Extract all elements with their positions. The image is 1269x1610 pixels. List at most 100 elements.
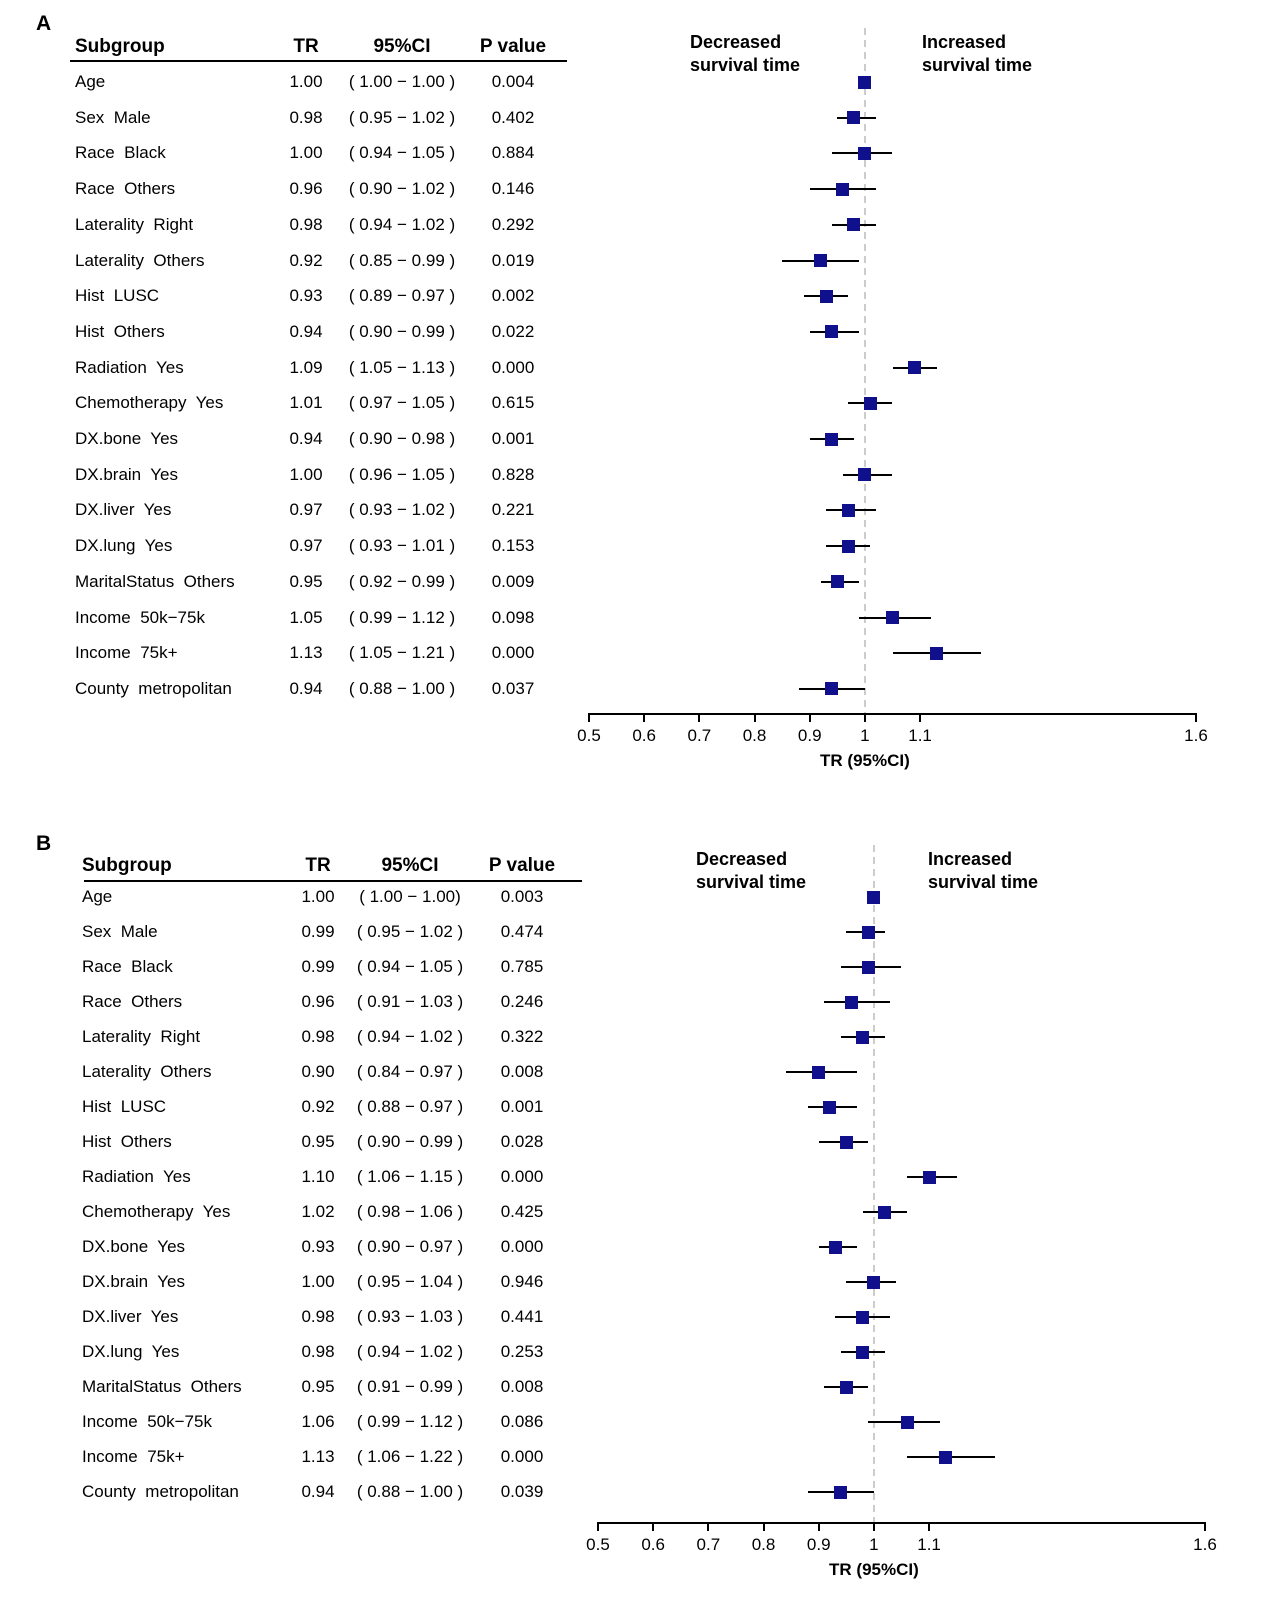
tr-marker [825,325,839,339]
ci-cell: ( 0.93 − 1.02 ) [348,500,456,520]
tr-cell: 0.99 [301,922,335,941]
ci-cell: ( 0.92 − 0.99 ) [348,571,456,591]
tr-cell: 0.97 [289,500,323,520]
tr-cell: 0.90 [301,1062,335,1081]
col-header-pvalue: P value [488,855,556,876]
tr-marker [867,890,881,904]
tr-cell: 1.13 [289,643,323,663]
subgroup-cell: County metropolitan [82,1482,239,1501]
x-axis-tick-label: 0.6 [641,1535,665,1554]
pvalue-cell: 0.322 [500,1027,544,1046]
ci-cell: ( 1.05 − 1.21 ) [348,643,456,663]
ci-cell: ( 0.90 − 0.97 ) [356,1237,464,1256]
subgroup-cell: DX.liver Yes [75,500,172,520]
tr-marker [828,1240,842,1254]
ci-cell: ( 0.85 − 0.99 ) [348,250,456,270]
x-axis-tick-label: 0.6 [632,726,656,745]
pvalue-cell: 0.146 [491,179,535,199]
tr-marker [814,254,828,267]
subgroup-cell: Age [75,72,106,91]
tr-cell: 0.94 [289,429,323,448]
ci-cell: ( 0.89 − 0.97 ) [348,286,456,306]
tr-cell: 1.02 [301,1202,335,1221]
ci-cell: ( 0.99 − 1.12 ) [348,607,456,627]
subgroup-cell: Hist LUSC [82,1097,167,1116]
tr-cell: 0.96 [289,179,323,199]
decreased-survival-line1: Decreased [696,849,788,869]
x-axis-tick-label: 0.9 [806,1535,831,1554]
x-axis-tick-label: 0.5 [586,1535,610,1554]
pvalue-cell: 0.884 [491,143,535,163]
ci-cell: ( 1.05 − 1.13 ) [348,357,456,377]
increased-survival-line1: Increased [922,32,1007,52]
x-axis-tick [652,1524,655,1531]
x-axis-tick [928,1524,931,1531]
pvalue-cell: 0.000 [491,357,535,377]
pvalue-cell: 0.615 [491,393,535,413]
x-axis-tick [698,715,701,722]
pvalue-cell: 0.001 [491,429,535,448]
ci-cell: ( 0.94 − 1.05 ) [348,143,456,163]
tr-marker [825,432,839,446]
subgroup-cell: DX.liver Yes [82,1307,179,1326]
ci-cell: ( 0.90 − 1.02 ) [348,179,456,199]
subgroup-cell: Income 50k−75k [82,1412,212,1431]
x-axis-tick [1195,715,1197,722]
reference-line [863,28,866,713]
pvalue-cell: 0.425 [500,1202,544,1221]
tr-cell: 1.00 [301,887,335,906]
tr-marker [834,1485,848,1499]
tr-cell: 1.10 [301,1167,335,1186]
pvalue-cell: 0.019 [491,250,535,270]
ci-cell: ( 0.94 − 1.02 ) [348,214,456,234]
x-axis-tick [707,1524,710,1531]
ci-cell: ( 0.96 − 1.05 ) [348,464,456,484]
tr-marker [863,396,877,410]
tr-cell: 0.95 [301,1132,335,1151]
tr-marker [930,646,944,660]
tr-cell: 0.98 [301,1307,335,1326]
subgroup-cell: Income 50k−75k [75,607,205,627]
increased-survival-label: Increased survival time [922,31,1032,77]
subgroup-cell: Sex Male [75,107,151,127]
tr-cell: 1.00 [289,143,323,163]
col-header-tr: TR [305,855,331,876]
panel-letter: B [36,832,52,855]
ci-cell: ( 0.90 − 0.99 ) [348,321,456,341]
subgroup-cell: DX.bone Yes [82,1237,186,1256]
tr-marker [861,960,875,974]
x-axis-tick-label: 0.7 [687,726,712,745]
tr-marker [841,503,855,517]
tr-marker [836,182,850,196]
pvalue-cell: 0.474 [500,922,544,941]
tr-cell: 0.92 [289,250,323,270]
ci-cell: ( 0.90 − 0.99 ) [356,1132,464,1151]
pvalue-cell: 0.000 [500,1447,544,1466]
ci-cell: ( 0.97 − 1.05 ) [348,393,456,413]
subgroup-cell: Hist LUSC [75,286,160,306]
pvalue-cell: 0.785 [500,957,544,976]
tr-cell: 1.09 [289,357,323,377]
col-header-pvalue: P value [479,36,547,57]
pvalue-cell: 0.004 [491,72,535,91]
tr-cell: 0.92 [301,1097,335,1116]
subgroup-cell: Age [82,887,113,906]
pvalue-cell: 0.008 [500,1062,544,1081]
pvalue-cell: 0.828 [491,464,535,484]
tr-cell: 1.00 [289,464,323,484]
x-axis-tick [762,1524,765,1531]
tr-marker [858,75,872,89]
ci-cell: ( 0.98 − 1.06 ) [356,1202,464,1221]
x-axis [597,1522,1206,1524]
subgroup-cell: Hist Others [75,321,165,341]
reference-line [872,845,875,1522]
ci-cell: ( 0.91 − 1.03 ) [356,992,464,1011]
tr-marker [830,575,844,589]
x-axis-title: TR (95%CI) [820,751,910,770]
pvalue-cell: 0.221 [491,500,535,520]
ci-cell: ( 0.95 − 1.04 ) [356,1272,464,1291]
ci-cell: ( 0.99 − 1.12 ) [356,1412,464,1431]
tr-marker [886,611,899,624]
tr-marker [900,1415,914,1429]
